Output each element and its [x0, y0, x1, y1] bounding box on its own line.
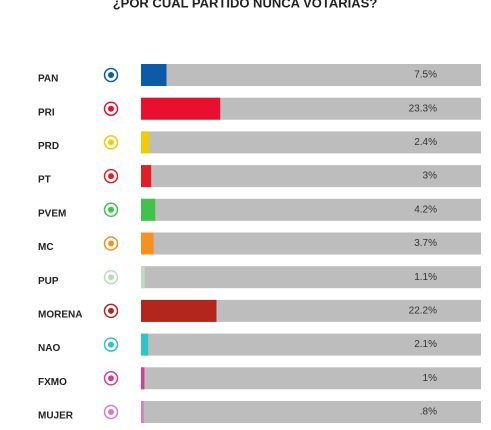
value-label: 7.5%	[414, 70, 437, 81]
bar-track	[141, 131, 481, 154]
bar-track	[141, 97, 481, 120]
value-label: 1.1%	[414, 272, 437, 283]
bar-track	[141, 401, 481, 423]
bar	[141, 97, 221, 120]
category-label: PT	[38, 175, 51, 186]
value-label: 1%	[423, 373, 438, 384]
category-label: PRI	[38, 107, 55, 118]
bar	[141, 333, 149, 356]
bar	[141, 165, 152, 188]
category-label: MORENA	[38, 310, 82, 321]
category-label: NAO	[38, 343, 60, 354]
value-label: 23.3%	[409, 103, 437, 114]
bar-track	[141, 266, 481, 289]
bar-track	[141, 232, 481, 255]
category-label: PVEM	[38, 208, 66, 219]
party-logo-center	[108, 240, 114, 247]
bar	[141, 401, 144, 423]
value-label: 22.2%	[409, 306, 437, 317]
category-label: FXMO	[38, 377, 67, 388]
category-label: PAN	[38, 74, 58, 85]
chart-title: ¿POR CUAL PARTIDO NUNCA VOTARIAS?	[113, 0, 378, 10]
bar-track	[141, 333, 481, 356]
bar-track	[141, 198, 481, 221]
bar-track	[141, 165, 481, 188]
party-logo-center	[108, 139, 114, 146]
party-logo-center	[108, 409, 114, 415]
party-logo-center	[108, 274, 114, 281]
bar	[141, 198, 156, 221]
value-label: 4.2%	[414, 204, 437, 215]
party-logo-center	[108, 72, 114, 78]
bar-track	[141, 367, 481, 390]
party-logo-center	[108, 341, 114, 348]
category-label: MC	[38, 242, 54, 253]
party-logo-center	[108, 375, 114, 382]
value-label: .8%	[420, 407, 437, 418]
party-logo-center	[108, 206, 114, 213]
party-logo-center	[108, 105, 114, 112]
bar	[141, 131, 150, 154]
party-logo-center	[108, 173, 114, 180]
bar	[141, 232, 154, 255]
bar	[141, 266, 145, 289]
bar-track	[141, 299, 481, 322]
category-label: MUJER	[38, 411, 74, 422]
value-label: 2.4%	[414, 137, 437, 148]
bar	[141, 367, 145, 390]
category-label: PRD	[38, 141, 59, 152]
category-label: PUP	[38, 276, 59, 287]
party-logo-center	[108, 307, 114, 314]
bar	[141, 299, 217, 322]
value-label: 3%	[423, 171, 438, 182]
value-label: 2.1%	[414, 339, 437, 350]
value-label: 3.7%	[414, 238, 437, 249]
bar-track	[141, 64, 481, 86]
bar	[141, 64, 167, 86]
